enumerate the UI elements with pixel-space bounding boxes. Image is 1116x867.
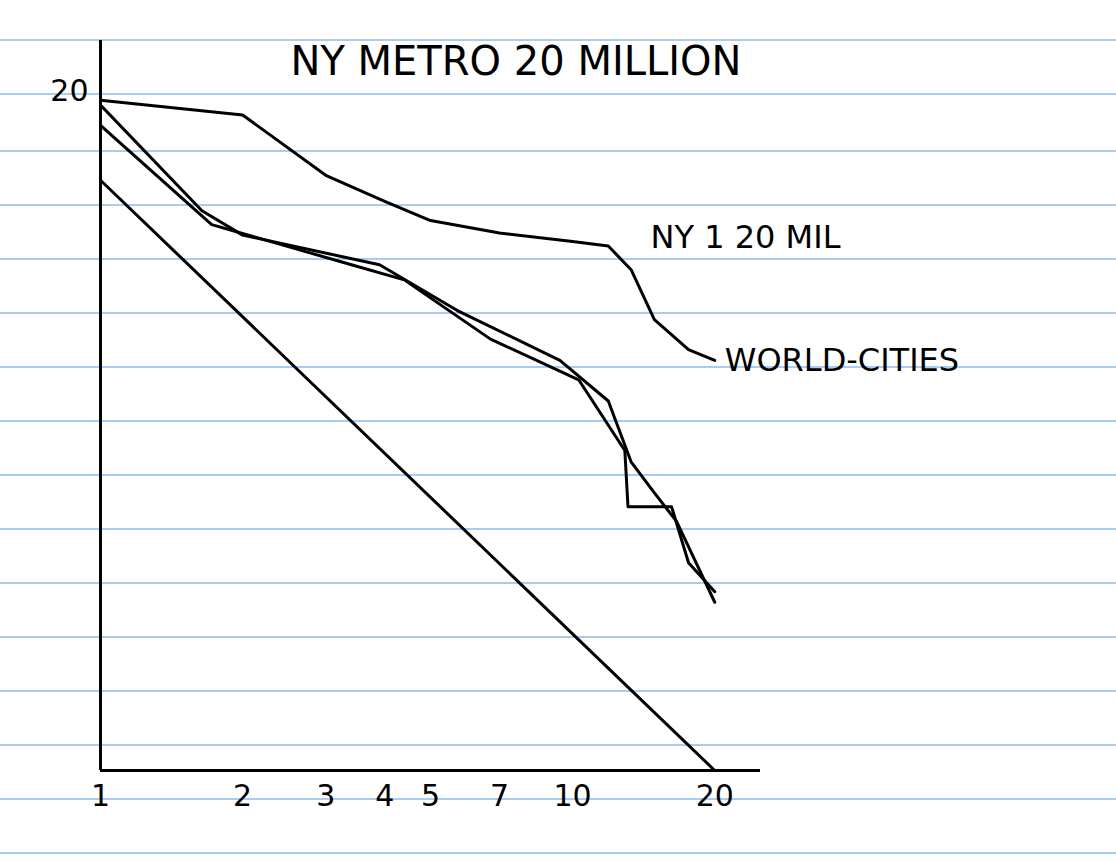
svg-text:NY METRO 20 MILLION: NY METRO 20 MILLION	[291, 38, 742, 84]
svg-text:20: 20	[50, 73, 88, 108]
svg-text:10: 10	[554, 778, 592, 813]
svg-text:5: 5	[421, 778, 440, 813]
svg-text:1: 1	[91, 778, 110, 813]
svg-text:4: 4	[375, 778, 394, 813]
svg-text:20: 20	[696, 778, 734, 813]
svg-text:7: 7	[490, 778, 509, 813]
svg-text:2: 2	[233, 778, 252, 813]
svg-text:3: 3	[316, 778, 335, 813]
svg-text:NY 1 20 MIL: NY 1 20 MIL	[651, 218, 841, 256]
svg-text:WORLD-CITIES: WORLD-CITIES	[725, 341, 959, 379]
